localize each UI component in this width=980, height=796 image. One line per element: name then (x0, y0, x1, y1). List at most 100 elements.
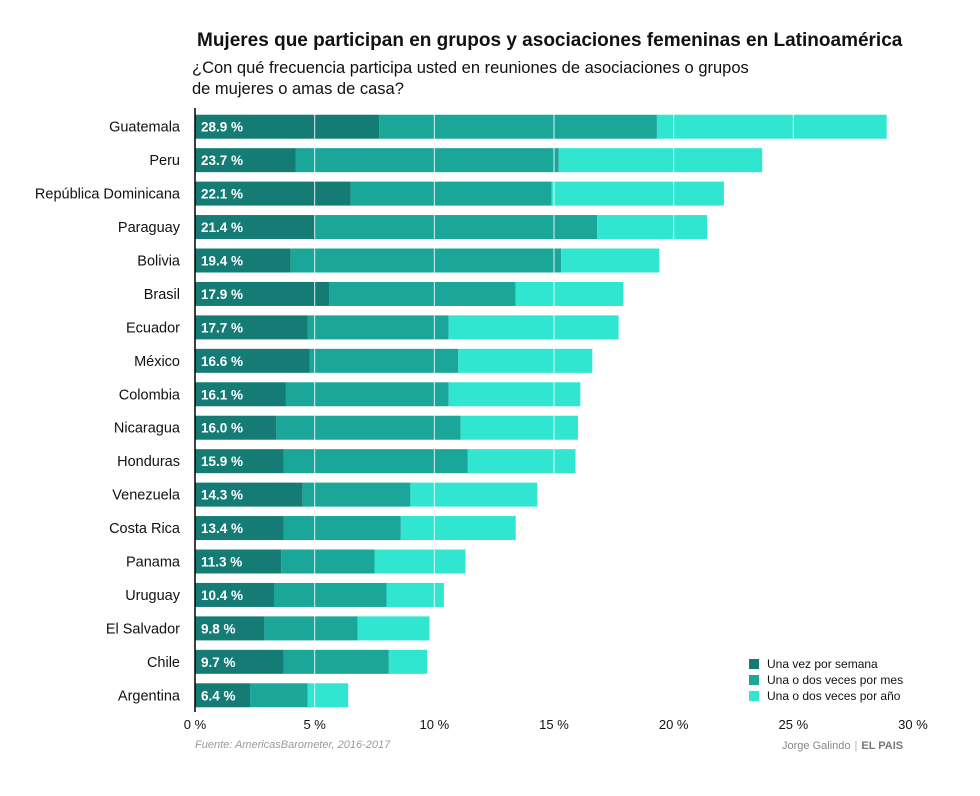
category-label: Venezuela (112, 488, 181, 504)
bar-segment-monthly (329, 281, 516, 306)
bar-segment-yearly (357, 616, 430, 641)
data-label: 28.9 % (201, 120, 243, 135)
bar-segment-yearly (467, 449, 576, 474)
x-tick-label: 25 % (779, 717, 809, 732)
legend: Una vez por semana Una o dos veces por m… (749, 656, 903, 704)
bar-segment-monthly (290, 248, 562, 273)
data-label: 9.7 % (201, 655, 236, 670)
bar-segment-weekly (195, 549, 282, 574)
source-note: Fuente: AmericasBarometer, 2016-2017 (195, 739, 391, 751)
bar-segment-monthly (309, 348, 459, 373)
bar-segment-monthly (273, 582, 387, 607)
bar-segment-monthly (276, 415, 461, 440)
bar-segment-yearly (400, 516, 516, 541)
bar-segment-yearly (515, 281, 624, 306)
bar-segment-weekly (195, 181, 351, 206)
bar-segment-monthly (295, 148, 559, 173)
bar-segment-yearly (558, 148, 763, 173)
data-label: 15.9 % (201, 454, 243, 469)
chart-subtitle: ¿Con qué frecuencia participa usted en r… (192, 59, 749, 98)
category-label: Costa Rica (109, 521, 181, 537)
legend-item-monthly: Una o dos veces por mes (749, 672, 903, 688)
bar-segment-yearly (374, 549, 466, 574)
bar-segment-monthly (264, 616, 358, 641)
legend-label-yearly: Una o dos veces por año (767, 689, 901, 703)
credit-separator: | (854, 740, 858, 752)
bar-segment-monthly (283, 449, 468, 474)
legend-item-weekly: Una vez por semana (749, 656, 903, 672)
bar-segment-monthly (283, 516, 401, 541)
bar-segment-weekly (195, 148, 296, 173)
x-tick-label: 15 % (539, 717, 569, 732)
data-label: 17.7 % (201, 320, 243, 335)
bar-segment-monthly (283, 649, 389, 674)
legend-label-monthly: Una o dos veces por mes (767, 673, 904, 687)
credit: Jorge Galindo | EL PAIS (782, 740, 903, 752)
legend-item-yearly: Una o dos veces por año (749, 688, 903, 704)
bar-segment-yearly (448, 315, 619, 340)
bar-segment-weekly (195, 281, 330, 306)
bar-segment-yearly (597, 215, 708, 240)
data-label: 21.4 % (201, 220, 243, 235)
category-label: República Dominicana (35, 187, 181, 203)
legend-swatch-monthly (749, 675, 759, 685)
bar-segment-yearly (386, 582, 444, 607)
bar-segment-weekly (195, 482, 303, 507)
bar-segment-yearly (656, 114, 887, 139)
bar-segment-monthly (302, 482, 411, 507)
data-label: 16.1 % (201, 387, 243, 402)
legend-swatch-weekly (749, 659, 759, 669)
category-label: Honduras (117, 454, 180, 470)
category-label: Peru (149, 153, 180, 169)
data-label: 17.9 % (201, 287, 243, 302)
bar-segment-yearly (458, 348, 593, 373)
bar-segment-weekly (195, 516, 284, 541)
legend-label-weekly: Una vez por semana (767, 657, 878, 671)
bar-segment-weekly (195, 348, 310, 373)
x-tick-label: 5 % (303, 717, 326, 732)
data-label: 9.8 % (201, 621, 236, 636)
chart-title: Mujeres que participan en grupos y asoci… (197, 30, 903, 51)
bar-segment-monthly (307, 315, 449, 340)
bar-segment-yearly (388, 649, 428, 674)
legend-swatch-yearly (749, 691, 759, 701)
bar-segment-weekly (195, 248, 291, 273)
data-label: 14.3 % (201, 488, 243, 503)
data-label: 10.4 % (201, 588, 243, 603)
bar-segment-monthly (379, 114, 657, 139)
category-label: Chile (147, 655, 180, 671)
bar-segment-weekly (195, 114, 380, 139)
data-label: 6.4 % (201, 688, 236, 703)
bar-segment-weekly (195, 649, 284, 674)
bar-segment-monthly (285, 382, 449, 407)
bar-segment-yearly (307, 683, 349, 708)
category-label: Guatemala (109, 120, 181, 136)
data-label: 19.4 % (201, 254, 243, 269)
category-label: El Salvador (106, 621, 180, 637)
category-label: Panama (126, 555, 181, 571)
bar-segment-yearly (460, 415, 578, 440)
credit-author: Jorge Galindo (782, 740, 851, 752)
category-label: Ecuador (126, 320, 180, 336)
data-label: 16.0 % (201, 421, 243, 436)
data-label: 13.4 % (201, 521, 243, 536)
category-label: Paraguay (118, 220, 181, 236)
bar-segment-yearly (448, 382, 581, 407)
bar-segment-monthly (350, 181, 552, 206)
x-tick-label: 30 % (898, 717, 928, 732)
category-label: Nicaragua (114, 421, 181, 437)
bar-segment-weekly (195, 683, 251, 708)
x-tick-label: 0 % (184, 717, 207, 732)
x-tick-label: 20 % (659, 717, 689, 732)
bar-segment-monthly (250, 683, 308, 708)
bar-segment-weekly (195, 382, 286, 407)
credit-outlet: EL PAIS (861, 740, 904, 752)
category-label: Uruguay (125, 588, 181, 604)
category-label: México (134, 354, 180, 370)
data-label: 11.3 % (201, 555, 242, 570)
bar-segment-weekly (195, 215, 315, 240)
category-label: Brasil (144, 287, 180, 303)
bar-segment-weekly (195, 315, 308, 340)
bar-segment-weekly (195, 582, 274, 607)
